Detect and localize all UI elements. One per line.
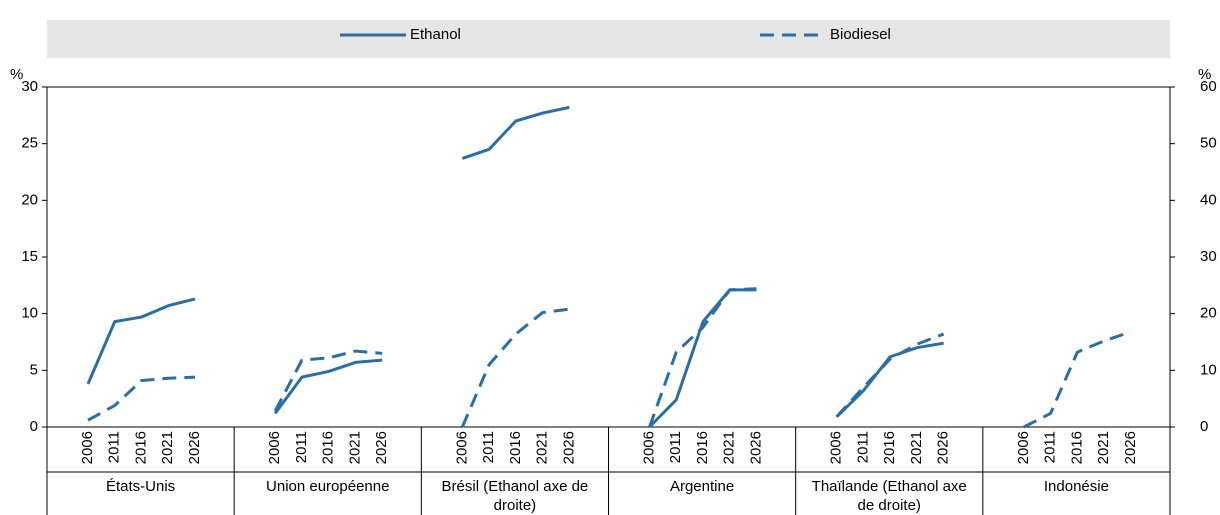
- y-tick-label: 0: [30, 418, 38, 435]
- x-tick-label: 2016: [694, 431, 711, 464]
- y2-tick-label: 60: [1200, 78, 1217, 95]
- y-tick-label: 30: [21, 78, 38, 95]
- x-tick-label: 2011: [293, 431, 310, 463]
- x-tick-label: 2026: [747, 431, 764, 464]
- series-line: [461, 105, 570, 160]
- legend-band: [47, 20, 1170, 58]
- group-label: Argentine: [669, 478, 735, 495]
- x-tick-label: 2011: [1042, 431, 1059, 463]
- y-tick-label: 25: [21, 135, 38, 152]
- y2-tick-label: 0: [1200, 418, 1208, 435]
- x-tick-label: 2006: [79, 431, 96, 464]
- y2-tick-label: 20: [1200, 305, 1217, 322]
- x-tick-label: 2006: [1015, 431, 1032, 464]
- x-tick-label: 2006: [640, 431, 657, 464]
- group-label: Indonésie: [1043, 478, 1109, 495]
- y-tick-label: 20: [21, 191, 38, 208]
- x-tick-label: 2026: [1122, 431, 1139, 464]
- series-line: [273, 358, 383, 415]
- y-axis-label: %: [10, 66, 23, 83]
- series-line: [648, 287, 757, 428]
- legend-label: Ethanol: [410, 26, 461, 43]
- x-tick-label: 2026: [560, 431, 577, 464]
- x-tick-label: 2011: [854, 431, 871, 463]
- group-label: Union européenne: [266, 478, 390, 495]
- y-tick-label: 15: [21, 248, 38, 265]
- y2-tick-label: 40: [1200, 191, 1217, 208]
- x-tick-label: 2016: [1068, 431, 1085, 464]
- plot-frame: [46, 86, 1171, 428]
- y-tick-label: 5: [30, 361, 38, 378]
- series-line: [273, 349, 383, 412]
- group-label: Brésil (Ethanol axe de droite): [441, 478, 589, 514]
- x-tick-label: 2016: [132, 431, 149, 464]
- y2-tick-label: 10: [1200, 361, 1217, 378]
- x-tick-label: 2021: [346, 431, 363, 464]
- legend-label: Biodiesel: [830, 26, 891, 43]
- y2-tick-label: 30: [1200, 248, 1217, 265]
- y2-axis-label: %: [1198, 66, 1211, 83]
- series-line: [835, 341, 944, 418]
- x-tick-label: 2016: [507, 431, 524, 464]
- series-line: [87, 375, 196, 422]
- x-tick-label: 2026: [373, 431, 390, 464]
- series-line: [648, 288, 757, 429]
- x-tick-label: 2011: [667, 431, 684, 463]
- x-tick-label: 2011: [106, 431, 123, 463]
- x-tick-label: 2021: [159, 431, 176, 464]
- series-line: [460, 307, 570, 428]
- x-tick-label: 2026: [935, 431, 952, 464]
- x-tick-label: 2021: [721, 431, 738, 464]
- group-label: Thaïlande (Ethanol axe de droite): [811, 478, 967, 514]
- x-tick-label: 2016: [881, 431, 898, 464]
- x-tick-label: 2006: [453, 431, 470, 464]
- x-tick-label: 2006: [266, 431, 283, 464]
- y2-tick-label: 50: [1200, 135, 1217, 152]
- x-tick-label: 2021: [534, 431, 551, 464]
- y-tick-label: 10: [21, 305, 38, 322]
- series-line: [86, 297, 196, 385]
- x-tick-label: 2006: [828, 431, 845, 464]
- x-tick-label: 2016: [320, 431, 337, 464]
- x-tick-label: 2011: [480, 431, 497, 463]
- x-tick-label: 2021: [1095, 431, 1112, 464]
- series-line: [835, 332, 945, 418]
- x-tick-label: 2021: [908, 431, 925, 464]
- series-line: [1023, 330, 1132, 429]
- group-label: États-Unis: [105, 478, 176, 495]
- x-tick-label: 2026: [186, 431, 203, 464]
